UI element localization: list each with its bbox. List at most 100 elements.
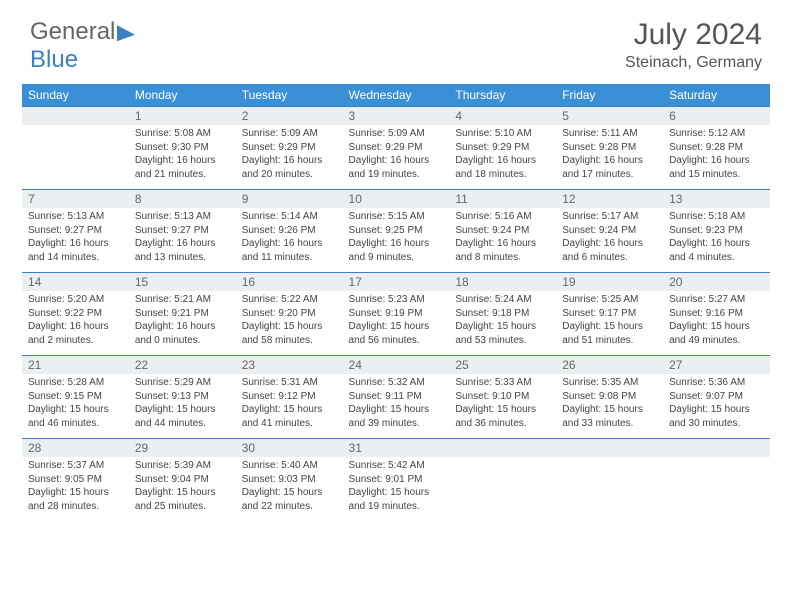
daylight-text: Daylight: 16 hours and 11 minutes. xyxy=(242,237,337,264)
daylight-text: Daylight: 15 hours and 39 minutes. xyxy=(349,403,444,430)
day-cell xyxy=(22,125,129,190)
day-number: 7 xyxy=(22,190,129,209)
sunset-text: Sunset: 9:12 PM xyxy=(242,390,337,404)
sunrise-text: Sunrise: 5:29 AM xyxy=(135,376,230,390)
sunset-text: Sunset: 9:19 PM xyxy=(349,307,444,321)
sunset-text: Sunset: 9:17 PM xyxy=(562,307,657,321)
day-number: 23 xyxy=(236,356,343,375)
day-cell: Sunrise: 5:24 AMSunset: 9:18 PMDaylight:… xyxy=(449,291,556,356)
sunrise-text: Sunrise: 5:37 AM xyxy=(28,459,123,473)
brand-part2-wrap: Blue xyxy=(30,46,78,74)
sunrise-text: Sunrise: 5:23 AM xyxy=(349,293,444,307)
day-cell: Sunrise: 5:37 AMSunset: 9:05 PMDaylight:… xyxy=(22,457,129,521)
brand-triangle-icon xyxy=(117,23,135,42)
day-number: 12 xyxy=(556,190,663,209)
daylight-text: Daylight: 16 hours and 20 minutes. xyxy=(242,154,337,181)
daylight-text: Daylight: 16 hours and 21 minutes. xyxy=(135,154,230,181)
sunrise-text: Sunrise: 5:08 AM xyxy=(135,127,230,141)
sunset-text: Sunset: 9:24 PM xyxy=(562,224,657,238)
day-number: 26 xyxy=(556,356,663,375)
day-number: 8 xyxy=(129,190,236,209)
sunset-text: Sunset: 9:16 PM xyxy=(669,307,764,321)
daylight-text: Daylight: 15 hours and 30 minutes. xyxy=(669,403,764,430)
day-number xyxy=(556,439,663,458)
month-title: July 2024 xyxy=(625,18,762,52)
daylight-text: Daylight: 16 hours and 13 minutes. xyxy=(135,237,230,264)
day-number xyxy=(22,107,129,126)
day-cell: Sunrise: 5:40 AMSunset: 9:03 PMDaylight:… xyxy=(236,457,343,521)
day-number: 3 xyxy=(343,107,450,126)
sunrise-text: Sunrise: 5:40 AM xyxy=(242,459,337,473)
sunrise-text: Sunrise: 5:31 AM xyxy=(242,376,337,390)
daylight-text: Daylight: 15 hours and 28 minutes. xyxy=(28,486,123,513)
sunset-text: Sunset: 9:01 PM xyxy=(349,473,444,487)
day-number: 17 xyxy=(343,273,450,292)
sunrise-text: Sunrise: 5:27 AM xyxy=(669,293,764,307)
day-number: 10 xyxy=(343,190,450,209)
sunset-text: Sunset: 9:07 PM xyxy=(669,390,764,404)
daylight-text: Daylight: 15 hours and 19 minutes. xyxy=(349,486,444,513)
daylight-text: Daylight: 15 hours and 36 minutes. xyxy=(455,403,550,430)
day-cell: Sunrise: 5:18 AMSunset: 9:23 PMDaylight:… xyxy=(663,208,770,273)
calendar-table: SundayMondayTuesdayWednesdayThursdayFrid… xyxy=(22,84,770,521)
day-cell: Sunrise: 5:09 AMSunset: 9:29 PMDaylight:… xyxy=(343,125,450,190)
day-number: 14 xyxy=(22,273,129,292)
daylight-text: Daylight: 15 hours and 25 minutes. xyxy=(135,486,230,513)
day-cell: Sunrise: 5:39 AMSunset: 9:04 PMDaylight:… xyxy=(129,457,236,521)
sunset-text: Sunset: 9:13 PM xyxy=(135,390,230,404)
sunrise-text: Sunrise: 5:24 AM xyxy=(455,293,550,307)
day-cell: Sunrise: 5:36 AMSunset: 9:07 PMDaylight:… xyxy=(663,374,770,439)
sunset-text: Sunset: 9:10 PM xyxy=(455,390,550,404)
daylight-text: Daylight: 15 hours and 44 minutes. xyxy=(135,403,230,430)
day-number xyxy=(449,439,556,458)
location-label: Steinach, Germany xyxy=(625,54,762,72)
day-number: 31 xyxy=(343,439,450,458)
day-cell: Sunrise: 5:10 AMSunset: 9:29 PMDaylight:… xyxy=(449,125,556,190)
sunrise-text: Sunrise: 5:28 AM xyxy=(28,376,123,390)
day-number: 28 xyxy=(22,439,129,458)
sunset-text: Sunset: 9:26 PM xyxy=(242,224,337,238)
sunrise-text: Sunrise: 5:10 AM xyxy=(455,127,550,141)
sunset-text: Sunset: 9:29 PM xyxy=(455,141,550,155)
sunrise-text: Sunrise: 5:16 AM xyxy=(455,210,550,224)
day-cell: Sunrise: 5:09 AMSunset: 9:29 PMDaylight:… xyxy=(236,125,343,190)
day-number: 21 xyxy=(22,356,129,375)
sunrise-text: Sunrise: 5:25 AM xyxy=(562,293,657,307)
sunrise-text: Sunrise: 5:20 AM xyxy=(28,293,123,307)
dow-header: Wednesday xyxy=(343,84,450,107)
day-number: 11 xyxy=(449,190,556,209)
sunset-text: Sunset: 9:29 PM xyxy=(242,141,337,155)
day-number: 4 xyxy=(449,107,556,126)
day-cell: Sunrise: 5:20 AMSunset: 9:22 PMDaylight:… xyxy=(22,291,129,356)
daylight-text: Daylight: 15 hours and 41 minutes. xyxy=(242,403,337,430)
sunrise-text: Sunrise: 5:32 AM xyxy=(349,376,444,390)
day-cell: Sunrise: 5:21 AMSunset: 9:21 PMDaylight:… xyxy=(129,291,236,356)
daylight-text: Daylight: 15 hours and 22 minutes. xyxy=(242,486,337,513)
day-cell xyxy=(449,457,556,521)
sunset-text: Sunset: 9:29 PM xyxy=(349,141,444,155)
day-cell: Sunrise: 5:31 AMSunset: 9:12 PMDaylight:… xyxy=(236,374,343,439)
day-cell: Sunrise: 5:23 AMSunset: 9:19 PMDaylight:… xyxy=(343,291,450,356)
day-cell: Sunrise: 5:08 AMSunset: 9:30 PMDaylight:… xyxy=(129,125,236,190)
sunset-text: Sunset: 9:27 PM xyxy=(135,224,230,238)
day-number: 25 xyxy=(449,356,556,375)
sunrise-text: Sunrise: 5:11 AM xyxy=(562,127,657,141)
day-cell: Sunrise: 5:22 AMSunset: 9:20 PMDaylight:… xyxy=(236,291,343,356)
sunset-text: Sunset: 9:27 PM xyxy=(28,224,123,238)
dow-header: Sunday xyxy=(22,84,129,107)
sunset-text: Sunset: 9:15 PM xyxy=(28,390,123,404)
dow-header: Tuesday xyxy=(236,84,343,107)
day-cell: Sunrise: 5:35 AMSunset: 9:08 PMDaylight:… xyxy=(556,374,663,439)
sunset-text: Sunset: 9:05 PM xyxy=(28,473,123,487)
sunset-text: Sunset: 9:04 PM xyxy=(135,473,230,487)
brand-logo: General xyxy=(30,18,135,46)
day-cell: Sunrise: 5:13 AMSunset: 9:27 PMDaylight:… xyxy=(129,208,236,273)
daylight-text: Daylight: 16 hours and 0 minutes. xyxy=(135,320,230,347)
sunset-text: Sunset: 9:11 PM xyxy=(349,390,444,404)
sunset-text: Sunset: 9:23 PM xyxy=(669,224,764,238)
sunset-text: Sunset: 9:30 PM xyxy=(135,141,230,155)
day-number: 5 xyxy=(556,107,663,126)
sunset-text: Sunset: 9:28 PM xyxy=(669,141,764,155)
title-block: July 2024 Steinach, Germany xyxy=(625,18,762,72)
day-number: 6 xyxy=(663,107,770,126)
